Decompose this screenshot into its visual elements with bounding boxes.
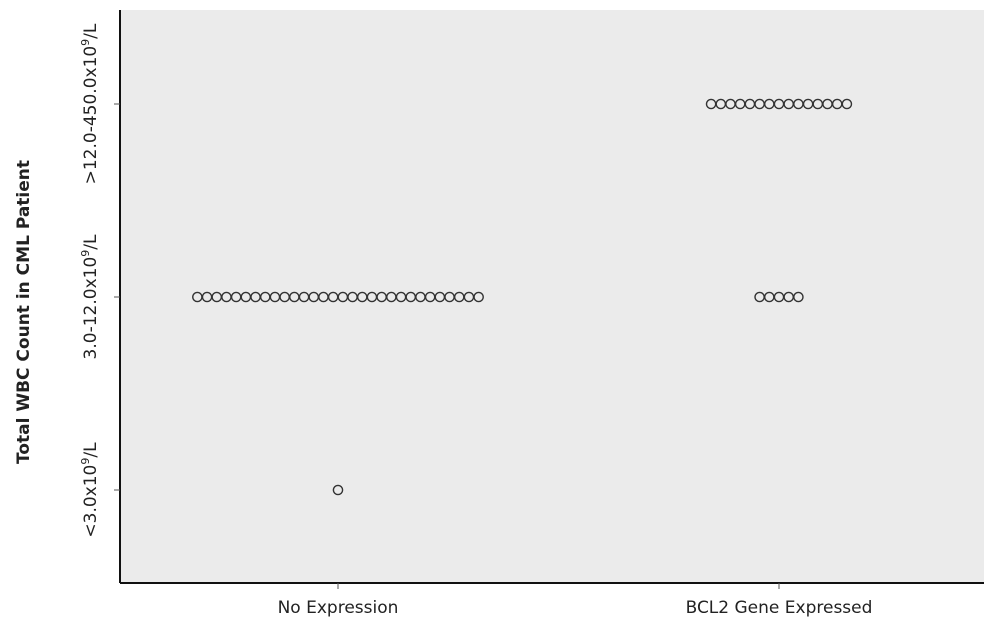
data-point [793,291,804,303]
y-tick-label: <3.0x109/L [79,442,101,538]
data-point [841,98,853,110]
data-points [192,98,853,496]
y-tick-label: 3.0-12.0x109/L [79,234,101,359]
y-tick-label: >12.0-450.0x109/L [79,23,101,184]
plot-area [120,10,984,583]
x-axis-ticks: No Expression BCL2 Gene Expressed [278,583,873,618]
x-tick-label: No Expression [278,598,399,618]
y-axis-title: Total WBC Count in CML Patient [14,160,34,464]
data-point [332,484,344,496]
y-axis-ticks: <3.0x109/L 3.0-12.0x109/L >12.0-450.0x109/… [79,23,120,538]
data-point [473,291,484,303]
x-tick-label: BCL2 Gene Expressed [686,598,873,618]
